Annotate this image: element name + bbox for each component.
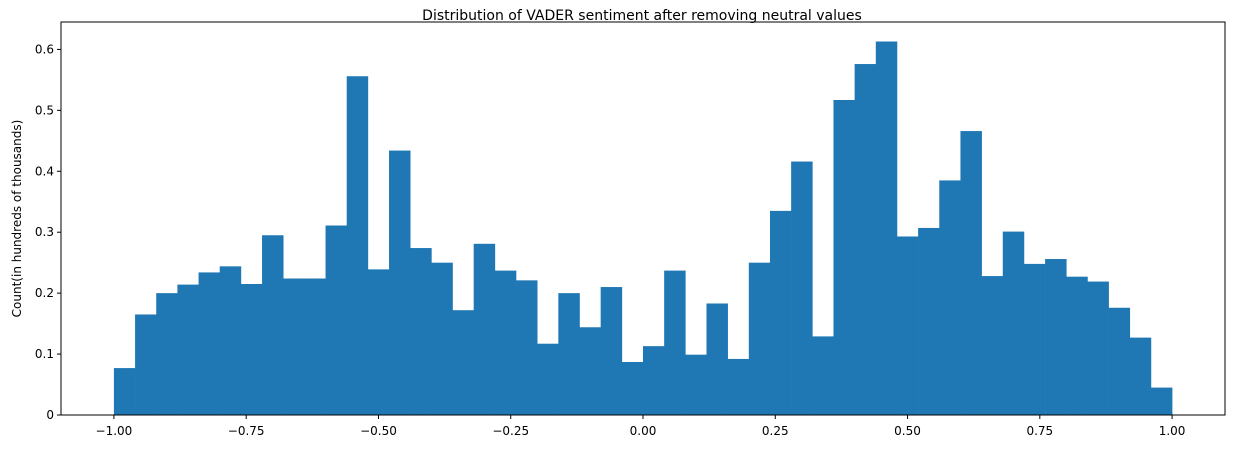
histogram-bar — [664, 270, 686, 415]
histogram-bar — [494, 270, 517, 415]
y-tick-label: 0.2 — [35, 286, 54, 300]
histogram-bar — [473, 243, 496, 415]
x-tick-label: 0.50 — [894, 424, 921, 438]
histogram-bar — [579, 327, 601, 415]
x-tick-label: −0.25 — [492, 424, 529, 438]
histogram-bar — [198, 272, 221, 415]
histogram-bar — [1066, 276, 1088, 415]
histogram-bar — [262, 235, 284, 415]
x-tick-label: −1.00 — [96, 424, 133, 438]
y-axis-label: Count(in hundreds of thousands) — [10, 120, 24, 318]
histogram-bar — [410, 248, 432, 415]
x-tick-label: −0.75 — [228, 424, 265, 438]
y-tick-label: 0.4 — [35, 164, 54, 178]
chart-title: Distribution of VADER sentiment after re… — [422, 8, 862, 24]
histogram-bar — [304, 278, 326, 415]
histogram-bar — [1023, 263, 1046, 415]
histogram-bar — [896, 236, 919, 415]
histogram-bar — [812, 336, 834, 415]
histogram-bar — [389, 150, 411, 415]
histogram-bar — [1045, 259, 1067, 415]
histogram-bar — [706, 303, 728, 415]
histogram-bar — [1002, 231, 1025, 415]
histogram-bar — [643, 346, 665, 415]
histogram-bar — [558, 293, 580, 415]
histogram-bar — [854, 64, 877, 415]
y-tick-label: 0 — [46, 408, 54, 422]
x-tick-label: 1.00 — [1159, 424, 1186, 438]
histogram-bar — [600, 287, 623, 415]
x-tick-label: 0.25 — [762, 424, 789, 438]
histogram-bar — [452, 310, 474, 415]
histogram-bar — [431, 262, 453, 415]
histogram-bar — [1108, 307, 1131, 415]
histogram-bar — [727, 358, 750, 415]
x-tick-label: 0.75 — [1026, 424, 1053, 438]
histogram-bar — [156, 293, 178, 415]
histogram-bar — [621, 361, 644, 415]
histogram-bar — [769, 210, 792, 415]
histogram-bar — [1087, 281, 1109, 415]
histogram-bar — [939, 180, 961, 415]
histogram-bar — [113, 368, 136, 415]
histogram-bar — [537, 343, 559, 415]
histogram-bar — [516, 280, 538, 415]
y-tick-label: 0.3 — [35, 225, 54, 239]
y-tick-label: 0.6 — [35, 42, 54, 56]
histogram-bar — [1150, 387, 1173, 415]
histogram-bar — [875, 41, 898, 415]
histogram-bar — [791, 161, 813, 415]
x-tick-label: 0.00 — [630, 424, 657, 438]
histogram-bar — [219, 266, 242, 415]
histogram-bar — [325, 225, 348, 415]
histogram-bar — [833, 99, 855, 416]
bars-group — [113, 41, 1173, 416]
histogram-bar — [283, 278, 305, 415]
y-tick-label: 0.1 — [35, 347, 54, 361]
histogram-bar — [918, 227, 940, 415]
histogram-bar — [960, 131, 982, 415]
histogram-bar — [748, 262, 771, 415]
x-tick-label: −0.50 — [360, 424, 397, 438]
histogram-bar — [685, 354, 707, 415]
histogram-bar — [367, 269, 390, 415]
y-tick-label: 0.5 — [35, 103, 54, 117]
histogram-bar — [240, 284, 263, 415]
y-axis: 0 0.1 0.2 0.3 0.4 0.5 0.6 — [35, 42, 61, 422]
histogram-bar — [177, 284, 199, 415]
histogram-bar — [346, 76, 369, 415]
histogram-bar — [981, 276, 1004, 415]
x-axis: −1.00 −0.75 −0.50 −0.25 0.00 0.25 0.50 0.75 1.00 — [96, 415, 1186, 438]
histogram-bar — [1129, 337, 1152, 415]
histogram-bar — [135, 314, 157, 415]
